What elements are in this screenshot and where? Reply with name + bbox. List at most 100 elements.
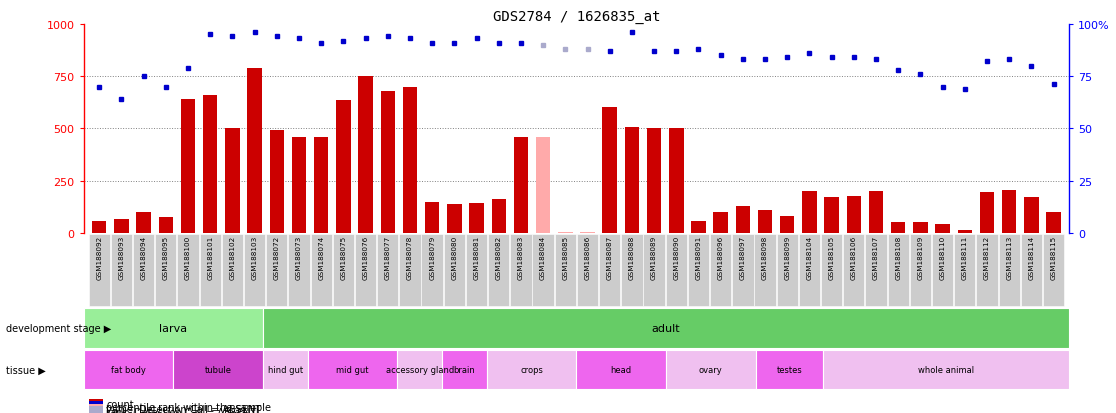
Text: GSM188086: GSM188086 — [585, 235, 590, 280]
Bar — [465, 235, 488, 306]
Bar — [891, 223, 905, 233]
Bar — [136, 212, 151, 233]
Bar — [577, 235, 598, 306]
Text: GSM188076: GSM188076 — [363, 235, 368, 280]
Bar — [869, 192, 883, 233]
Bar — [980, 193, 994, 233]
Bar — [1002, 190, 1017, 233]
Text: rank, Detection Call = ABSENT: rank, Detection Call = ABSENT — [106, 407, 257, 413]
Text: GSM188077: GSM188077 — [385, 235, 391, 280]
Bar — [754, 235, 776, 306]
Text: hind gut: hind gut — [268, 365, 302, 374]
Bar — [448, 204, 462, 233]
Text: GSM188093: GSM188093 — [118, 235, 124, 280]
Bar — [203, 96, 218, 233]
Bar — [114, 220, 128, 233]
Bar — [84, 350, 173, 389]
Bar — [110, 235, 132, 306]
Text: GSM188111: GSM188111 — [962, 235, 968, 280]
Bar — [713, 212, 728, 233]
Bar — [865, 235, 887, 306]
Bar — [599, 235, 620, 306]
Text: GSM188090: GSM188090 — [673, 235, 680, 280]
Text: GSM188080: GSM188080 — [451, 235, 458, 280]
Bar — [263, 309, 1069, 348]
Bar — [1047, 212, 1061, 233]
Text: adult: adult — [652, 323, 681, 333]
Bar — [665, 235, 687, 306]
Bar — [425, 202, 440, 233]
Title: GDS2784 / 1626835_at: GDS2784 / 1626835_at — [492, 10, 661, 24]
Text: GSM188108: GSM188108 — [895, 235, 902, 280]
Bar — [958, 230, 972, 233]
Text: GSM188092: GSM188092 — [96, 235, 103, 280]
Text: GSM188081: GSM188081 — [473, 235, 480, 280]
Bar — [710, 235, 731, 306]
Text: GSM188082: GSM188082 — [496, 235, 502, 280]
Bar — [825, 198, 839, 233]
Bar — [381, 92, 395, 233]
Text: GSM188079: GSM188079 — [430, 235, 435, 280]
Text: GSM188078: GSM188078 — [407, 235, 413, 280]
Bar — [403, 88, 417, 233]
Bar — [244, 235, 266, 306]
Bar — [88, 235, 109, 306]
Bar — [355, 235, 376, 306]
Text: ovary: ovary — [699, 365, 723, 374]
Text: head: head — [610, 365, 632, 374]
Bar — [181, 100, 195, 233]
Bar — [976, 235, 998, 306]
Bar — [155, 235, 176, 306]
Text: testes: testes — [777, 365, 802, 374]
Bar — [397, 350, 442, 389]
Text: development stage ▶: development stage ▶ — [6, 323, 110, 333]
Bar — [670, 129, 683, 233]
Text: GSM188102: GSM188102 — [230, 235, 235, 280]
Bar — [999, 235, 1020, 306]
Text: whole animal: whole animal — [917, 365, 974, 374]
Text: GSM188083: GSM188083 — [518, 235, 523, 280]
Bar — [799, 235, 820, 306]
Text: GSM188109: GSM188109 — [917, 235, 923, 280]
Text: crops: crops — [520, 365, 543, 374]
Bar — [576, 350, 666, 389]
Bar — [422, 235, 443, 306]
Text: GSM188074: GSM188074 — [318, 235, 324, 280]
Bar — [444, 235, 465, 306]
Text: GSM188110: GSM188110 — [940, 235, 945, 280]
Bar — [1021, 235, 1042, 306]
Bar — [510, 235, 531, 306]
Text: GSM188098: GSM188098 — [762, 235, 768, 280]
Bar — [732, 235, 753, 306]
Bar — [647, 129, 662, 233]
Text: GSM188103: GSM188103 — [251, 235, 258, 280]
Bar — [270, 131, 283, 233]
Text: tissue ▶: tissue ▶ — [6, 365, 46, 375]
Bar — [887, 235, 908, 306]
Text: GSM188089: GSM188089 — [651, 235, 657, 280]
Bar — [1043, 235, 1065, 306]
Bar — [691, 222, 705, 233]
Bar — [758, 210, 772, 233]
Bar — [288, 235, 309, 306]
Text: brain: brain — [453, 365, 475, 374]
Text: GSM188072: GSM188072 — [273, 235, 280, 280]
Bar — [377, 235, 398, 306]
Bar — [532, 235, 554, 306]
Bar — [558, 232, 573, 233]
Text: fat body: fat body — [112, 365, 146, 374]
Bar — [358, 77, 373, 233]
Text: GSM188096: GSM188096 — [718, 235, 723, 280]
Bar — [687, 235, 709, 306]
Bar — [644, 235, 665, 306]
Text: accessory gland: accessory gland — [385, 365, 454, 374]
Bar — [488, 235, 509, 306]
Bar — [491, 200, 506, 233]
Bar — [822, 350, 1069, 389]
Text: GSM188073: GSM188073 — [296, 235, 302, 280]
Bar — [487, 350, 576, 389]
Bar — [536, 138, 550, 233]
Bar — [802, 192, 817, 233]
Text: GSM188115: GSM188115 — [1050, 235, 1057, 280]
Bar — [756, 350, 822, 389]
